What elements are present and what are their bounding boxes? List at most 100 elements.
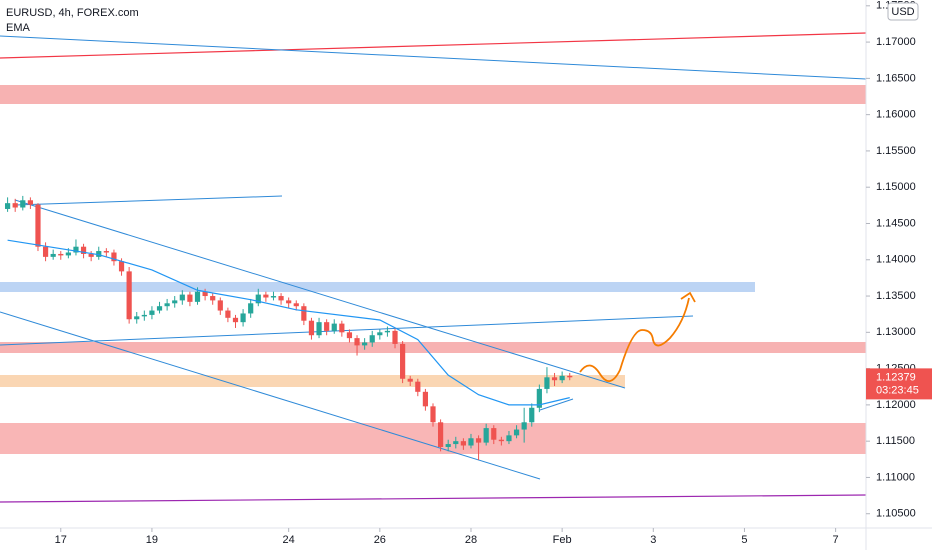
trend-line bbox=[539, 398, 574, 411]
drawings bbox=[0, 32, 867, 503]
candle-body bbox=[179, 294, 185, 301]
candle-body bbox=[217, 300, 223, 311]
y-tick-label: 1.12000 bbox=[876, 399, 916, 411]
candle-body bbox=[544, 377, 550, 389]
y-tick-label: 1.13000 bbox=[876, 326, 916, 338]
y-tick-label: 1.11500 bbox=[876, 435, 915, 447]
last-price-box bbox=[866, 368, 932, 400]
candle-body bbox=[324, 322, 330, 331]
support-zone bbox=[0, 423, 866, 454]
countdown: 03:23:45 bbox=[876, 384, 919, 396]
candle-body bbox=[134, 316, 140, 320]
candle-body bbox=[164, 303, 170, 307]
candle-body bbox=[559, 375, 565, 381]
x-tick-label: 17 bbox=[55, 534, 67, 546]
candle-body bbox=[248, 303, 254, 314]
candle-body bbox=[498, 439, 504, 442]
candle-body bbox=[65, 252, 71, 256]
y-tick-label: 1.15500 bbox=[876, 145, 916, 157]
blue-zone bbox=[0, 282, 755, 292]
arrow-head bbox=[680, 291, 696, 303]
candle-body bbox=[362, 342, 368, 346]
candle-body bbox=[392, 330, 398, 344]
candle-body bbox=[331, 323, 337, 331]
candle-body bbox=[20, 200, 26, 208]
trend-line bbox=[0, 315, 694, 346]
candle-body bbox=[118, 261, 125, 272]
x-tick-label: 28 bbox=[465, 534, 477, 546]
candle-body bbox=[377, 332, 383, 336]
candle-body bbox=[415, 381, 421, 392]
candle-body bbox=[354, 338, 360, 346]
candle-body bbox=[491, 428, 497, 440]
y-tick-label: 1.10500 bbox=[876, 508, 916, 520]
indicator-legend: EMA bbox=[6, 22, 31, 34]
candle-body bbox=[513, 429, 520, 436]
candle-body bbox=[263, 294, 269, 298]
candle-body bbox=[50, 253, 56, 257]
plot bbox=[4, 195, 573, 461]
candle-body bbox=[529, 407, 535, 423]
last-price-label: 1.12379 bbox=[876, 371, 916, 383]
candle-body bbox=[225, 310, 231, 318]
candle-body bbox=[80, 246, 87, 254]
candle-body bbox=[58, 253, 64, 256]
trend-line bbox=[0, 35, 867, 80]
trend-line bbox=[0, 32, 867, 59]
currency[interactable]: USD bbox=[891, 6, 914, 18]
candle-body bbox=[536, 388, 542, 408]
x-tick-label: 19 bbox=[146, 534, 158, 546]
candle-body bbox=[141, 314, 147, 317]
y-tick-label: 1.16000 bbox=[876, 109, 916, 121]
trend-line bbox=[14, 195, 283, 206]
candle-body bbox=[278, 296, 284, 301]
orange-zone bbox=[0, 375, 625, 387]
candle-body bbox=[407, 378, 413, 382]
candle-body bbox=[400, 343, 406, 379]
candle-body bbox=[42, 246, 49, 257]
candle-body bbox=[187, 294, 193, 302]
candle-body bbox=[286, 300, 292, 304]
candle-body bbox=[551, 377, 558, 381]
candle-body bbox=[232, 317, 239, 323]
y-tick-label: 1.14000 bbox=[876, 254, 916, 266]
candle-body bbox=[126, 271, 132, 320]
candle-body bbox=[12, 203, 18, 208]
candle-body bbox=[111, 252, 117, 262]
candle-body bbox=[103, 251, 109, 253]
candle-body bbox=[460, 441, 466, 446]
y-tick-label: 1.13500 bbox=[876, 290, 916, 302]
candle-body bbox=[445, 444, 451, 447]
candle-body bbox=[35, 204, 41, 247]
x-tick-label: 7 bbox=[833, 534, 839, 546]
candle-body bbox=[194, 291, 201, 302]
chart-title: EURUSD, 4h, FOREX.com bbox=[6, 7, 139, 19]
candle-body bbox=[172, 300, 178, 304]
candle-body bbox=[483, 428, 489, 443]
projection-arrow bbox=[579, 297, 690, 382]
x-tick-label: 5 bbox=[741, 534, 747, 546]
x-tick-label: Feb bbox=[553, 534, 572, 546]
trend-line bbox=[14, 199, 626, 389]
x-tick-label: 24 bbox=[283, 534, 295, 546]
candle-body bbox=[149, 310, 155, 315]
candle-body bbox=[4, 203, 11, 209]
candle-body bbox=[422, 391, 429, 407]
y-tick-label: 1.17000 bbox=[876, 36, 916, 48]
resistance-zone bbox=[0, 85, 866, 104]
candle-body bbox=[316, 322, 322, 336]
candle-body bbox=[430, 406, 436, 423]
candle-body bbox=[369, 335, 375, 343]
x-tick-label: 3 bbox=[650, 534, 656, 546]
candle-body bbox=[293, 303, 299, 307]
candle-body bbox=[308, 320, 315, 336]
red-zone bbox=[0, 342, 866, 353]
y-tick-label: 1.15000 bbox=[876, 181, 916, 193]
trend-line bbox=[0, 311, 541, 480]
y-tick-label: 1.14500 bbox=[876, 217, 916, 229]
candle-body bbox=[468, 438, 474, 446]
currency-badge[interactable] bbox=[887, 2, 919, 21]
candle-body bbox=[346, 332, 353, 339]
